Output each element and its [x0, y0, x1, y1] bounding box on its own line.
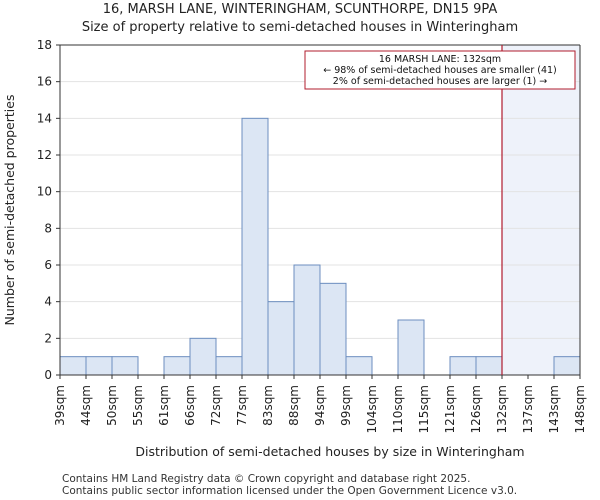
histogram-bar	[111, 356, 139, 376]
annotation-text: 2% of semi-detached houses are larger (1…	[333, 76, 547, 87]
x-tick-label: 126sqm	[469, 385, 483, 433]
histogram-bar	[241, 117, 269, 376]
histogram-bar	[319, 282, 347, 376]
footer-copyright: Contains HM Land Registry data © Crown c…	[62, 473, 471, 485]
chart-subtitle: Size of property relative to semi-detach…	[81, 20, 519, 35]
x-tick-label: 88sqm	[287, 385, 301, 426]
y-tick-label: 12	[37, 148, 52, 162]
y-tick-label: 8	[44, 221, 52, 235]
y-tick-label: 16	[37, 75, 52, 89]
x-tick-label: 61sqm	[157, 385, 171, 426]
y-tick-label: 2	[44, 331, 52, 345]
histogram-bar	[267, 301, 295, 376]
histogram-bar	[85, 356, 113, 376]
x-tick-label: 99sqm	[339, 385, 353, 426]
x-tick-label: 121sqm	[443, 385, 457, 433]
histogram-bar	[397, 319, 425, 376]
x-tick-label: 132sqm	[495, 385, 509, 433]
y-tick-label: 10	[37, 185, 52, 199]
histogram-bar	[163, 356, 191, 376]
histogram-bar	[345, 356, 373, 376]
x-tick-label: 72sqm	[209, 385, 223, 426]
footer-licence: Contains public sector information licen…	[62, 485, 518, 497]
x-tick-label: 148sqm	[573, 385, 587, 433]
histogram-bar	[215, 356, 243, 376]
y-tick-label: 0	[44, 368, 52, 382]
x-tick-label: 77sqm	[235, 385, 249, 426]
x-tick-label: 94sqm	[313, 385, 327, 426]
histogram-bar	[59, 356, 87, 376]
histogram-bar	[553, 356, 581, 376]
x-tick-label: 83sqm	[261, 385, 275, 426]
larger-region-highlight	[502, 45, 580, 375]
y-tick-label: 6	[44, 258, 52, 272]
x-tick-label: 104sqm	[365, 385, 379, 433]
x-tick-label: 50sqm	[105, 385, 119, 426]
y-tick-label: 18	[37, 38, 52, 52]
x-tick-label: 39sqm	[53, 385, 67, 426]
x-axis-label: Distribution of semi-detached houses by …	[135, 444, 524, 459]
chart-title: 16, MARSH LANE, WINTERINGHAM, SCUNTHORPE…	[102, 2, 498, 17]
histogram-bar	[475, 356, 503, 376]
histogram-bar	[449, 356, 477, 376]
annotation-text: 16 MARSH LANE: 132sqm	[379, 54, 501, 65]
x-tick-label: 143sqm	[547, 385, 561, 433]
x-tick-label: 110sqm	[391, 385, 405, 433]
x-tick-label: 115sqm	[417, 385, 431, 433]
x-tick-label: 44sqm	[79, 385, 93, 426]
annotation-text: ← 98% of semi-detached houses are smalle…	[323, 65, 557, 76]
histogram-bar	[293, 264, 321, 376]
y-tick-label: 4	[44, 295, 52, 309]
y-axis-label: Number of semi-detached properties	[2, 95, 17, 326]
x-tick-label: 66sqm	[183, 385, 197, 426]
y-tick-label: 14	[37, 111, 52, 125]
x-tick-label: 55sqm	[131, 385, 145, 426]
histogram-bar	[189, 337, 217, 376]
x-tick-label: 137sqm	[521, 385, 535, 433]
annotation-box	[304, 50, 576, 90]
